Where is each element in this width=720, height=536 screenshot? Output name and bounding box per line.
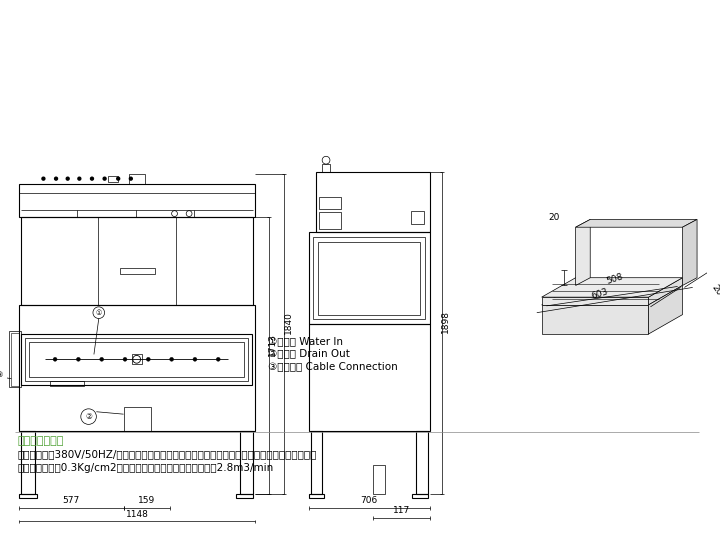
- Circle shape: [42, 177, 45, 180]
- Text: 安装接驳要求：: 安装接驳要求：: [17, 436, 63, 446]
- Circle shape: [53, 358, 57, 361]
- Circle shape: [76, 358, 81, 361]
- Bar: [21, 431, 35, 494]
- Bar: [19, 305, 255, 431]
- Circle shape: [91, 177, 94, 180]
- Bar: [318, 242, 420, 315]
- Bar: [25, 338, 248, 381]
- Text: 电力安装需要380V/50HZ/三相五线，外部需加装独立的空气开关机器可直接与一般供水系统连接，: 电力安装需要380V/50HZ/三相五线，外部需加装独立的空气开关机器可直接与一…: [17, 450, 317, 459]
- Circle shape: [100, 358, 104, 361]
- Bar: [130, 174, 145, 183]
- Polygon shape: [683, 219, 697, 286]
- Bar: [120, 268, 155, 274]
- Bar: [310, 431, 322, 494]
- Circle shape: [130, 177, 132, 180]
- Text: ③电源连接 Cable Connection: ③电源连接 Cable Connection: [268, 361, 397, 371]
- Circle shape: [193, 358, 197, 361]
- Bar: [240, 431, 253, 494]
- Text: 577: 577: [63, 496, 80, 505]
- Polygon shape: [576, 219, 697, 227]
- Bar: [309, 494, 324, 498]
- Polygon shape: [649, 278, 683, 305]
- Circle shape: [146, 358, 150, 361]
- Bar: [29, 342, 245, 377]
- Text: 706: 706: [361, 496, 378, 505]
- Bar: [19, 494, 37, 498]
- Bar: [410, 211, 424, 224]
- Bar: [19, 183, 255, 218]
- Circle shape: [216, 358, 220, 361]
- Bar: [373, 465, 384, 494]
- Text: ②排水口 Drain Out: ②排水口 Drain Out: [268, 348, 350, 359]
- Bar: [12, 333, 19, 385]
- Bar: [108, 176, 117, 182]
- Bar: [309, 324, 430, 431]
- Circle shape: [55, 177, 58, 180]
- Polygon shape: [541, 278, 683, 297]
- Bar: [235, 494, 253, 498]
- Text: 1898: 1898: [441, 310, 450, 333]
- Circle shape: [123, 358, 127, 361]
- Bar: [124, 407, 150, 431]
- Bar: [319, 197, 341, 209]
- Text: 603: 603: [590, 287, 609, 301]
- Bar: [319, 212, 341, 229]
- Polygon shape: [576, 219, 590, 286]
- Polygon shape: [541, 286, 683, 305]
- Text: 20: 20: [549, 213, 560, 222]
- Bar: [9, 331, 21, 388]
- Text: 508: 508: [606, 272, 624, 286]
- Bar: [21, 334, 252, 384]
- Text: 1713: 1713: [268, 333, 277, 356]
- Text: 1148: 1148: [126, 510, 148, 518]
- Text: ③: ③: [0, 372, 3, 378]
- Text: 117: 117: [393, 505, 410, 515]
- Text: 最低水压须达到0.3Kg/cm2如需安装排气罩，其排气量至少应为2.8m3/min: 最低水压须达到0.3Kg/cm2如需安装排气罩，其排气量至少应为2.8m3/mi…: [17, 463, 274, 473]
- Polygon shape: [649, 286, 683, 334]
- Text: ①: ①: [96, 310, 102, 316]
- Circle shape: [78, 177, 81, 180]
- Polygon shape: [541, 305, 649, 334]
- Bar: [413, 494, 428, 498]
- Circle shape: [103, 177, 106, 180]
- Bar: [132, 354, 142, 364]
- Circle shape: [66, 177, 69, 180]
- Bar: [416, 431, 428, 494]
- Polygon shape: [541, 297, 649, 305]
- Text: ②: ②: [85, 412, 92, 421]
- Text: 1840: 1840: [284, 311, 292, 334]
- Bar: [313, 237, 425, 319]
- Bar: [309, 232, 430, 324]
- Circle shape: [170, 358, 174, 361]
- Bar: [50, 381, 84, 386]
- Text: ①进水口 Water In: ①进水口 Water In: [268, 336, 343, 346]
- Bar: [316, 172, 430, 232]
- Circle shape: [117, 177, 120, 180]
- Bar: [21, 218, 253, 305]
- Text: 20: 20: [710, 283, 720, 297]
- Bar: [322, 164, 330, 172]
- Text: 159: 159: [138, 496, 156, 505]
